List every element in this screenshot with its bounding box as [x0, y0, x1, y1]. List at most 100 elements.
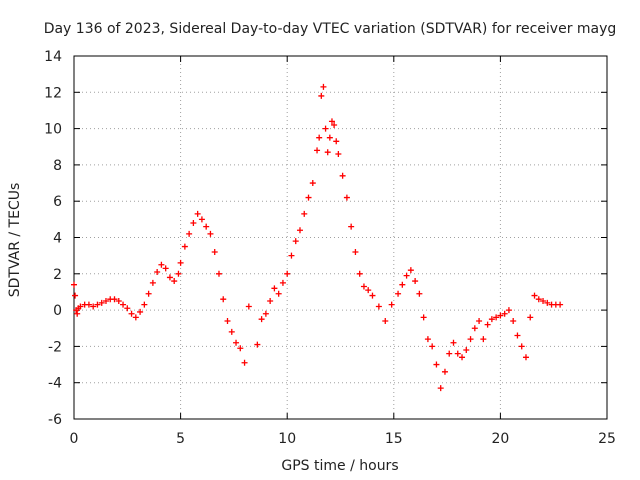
data-point: [333, 138, 340, 145]
data-point: [137, 308, 144, 315]
data-series-sdtvar: [71, 83, 564, 392]
plot-frame: [73, 55, 608, 420]
data-point: [305, 194, 312, 201]
y-tick-label: -2: [48, 339, 62, 355]
data-point: [288, 252, 295, 259]
data-point: [190, 219, 197, 226]
data-point: [331, 121, 338, 128]
data-point: [141, 301, 148, 308]
data-point: [102, 298, 109, 305]
data-point: [284, 270, 291, 277]
y-tick-label: 0: [53, 303, 62, 319]
data-point: [365, 287, 372, 294]
x-tick-label: 20: [491, 431, 509, 447]
data-point: [514, 332, 521, 339]
data-point: [454, 350, 461, 357]
data-point: [271, 285, 278, 292]
data-point: [224, 317, 231, 324]
data-point: [71, 281, 77, 288]
data-point: [194, 210, 201, 217]
data-point: [203, 223, 210, 230]
data-point: [403, 272, 410, 279]
data-point: [275, 290, 282, 297]
y-tick-label: 2: [53, 267, 62, 283]
data-point: [324, 149, 331, 156]
data-point: [254, 341, 261, 348]
data-point: [211, 249, 218, 256]
data-point: [326, 134, 333, 141]
data-point: [544, 299, 551, 306]
data-point: [120, 301, 127, 308]
y-tick-label: 14: [44, 49, 62, 65]
data-point: [382, 317, 389, 324]
data-point: [111, 296, 118, 303]
data-point: [279, 279, 286, 286]
axis-ticks: 0 5 10 15 20 25 -6 -4 -2 0 2 4 6 8 10 12 14: [44, 49, 616, 447]
y-tick-label: 12: [44, 85, 62, 101]
y-tick-label: 6: [53, 194, 62, 210]
data-point: [177, 259, 184, 266]
data-point: [220, 296, 227, 303]
data-point: [74, 310, 81, 317]
y-tick-label: 10: [44, 122, 62, 138]
data-point: [437, 385, 444, 392]
data-point: [262, 310, 269, 317]
data-point: [446, 350, 453, 357]
data-point: [90, 303, 97, 310]
data-point: [72, 292, 79, 299]
data-point: [471, 325, 478, 332]
data-point: [292, 238, 299, 245]
data-point: [407, 267, 414, 274]
data-point: [316, 134, 323, 141]
data-point: [395, 290, 402, 297]
data-point: [181, 243, 188, 250]
data-point: [540, 298, 547, 305]
data-point: [186, 230, 193, 237]
data-point: [557, 301, 564, 308]
data-point: [94, 301, 101, 308]
data-point: [518, 343, 525, 350]
data-point: [77, 303, 84, 310]
data-point: [132, 314, 139, 321]
data-point: [510, 317, 517, 324]
data-point: [296, 227, 303, 234]
data-point: [522, 354, 529, 361]
data-point: [388, 301, 395, 308]
data-point: [375, 303, 382, 310]
y-axis-title: SDTVAR / TECUs: [7, 183, 23, 298]
data-point: [154, 268, 161, 275]
data-point: [416, 290, 423, 297]
data-point: [314, 147, 321, 154]
data-point: [115, 298, 122, 305]
data-point: [162, 265, 169, 272]
data-point: [320, 83, 327, 90]
data-point: [493, 314, 500, 321]
data-point: [215, 270, 222, 277]
data-point: [85, 301, 92, 308]
data-point: [497, 312, 504, 319]
data-point: [237, 345, 244, 352]
data-point: [328, 118, 335, 125]
x-tick-label: 10: [278, 431, 296, 447]
data-point: [450, 339, 457, 346]
data-point: [424, 336, 431, 343]
data-point: [369, 292, 376, 299]
data-point: [441, 368, 448, 375]
data-point: [335, 151, 342, 158]
x-axis-title: GPS time / hours: [281, 458, 398, 474]
y-tick-label: 4: [53, 231, 62, 247]
chart-title: Day 136 of 2023, Sidereal Day-to-day VTE…: [44, 21, 617, 37]
data-point: [166, 274, 173, 281]
data-point: [228, 328, 235, 335]
data-point: [463, 347, 470, 354]
data-point: [360, 283, 367, 290]
data-point: [535, 296, 542, 303]
data-point: [145, 290, 152, 297]
data-point: [356, 270, 363, 277]
data-point: [207, 230, 214, 237]
data-point: [318, 92, 325, 99]
x-tick-label: 5: [176, 431, 185, 447]
data-point: [343, 194, 350, 201]
data-point: [171, 278, 178, 285]
data-point: [309, 180, 316, 187]
